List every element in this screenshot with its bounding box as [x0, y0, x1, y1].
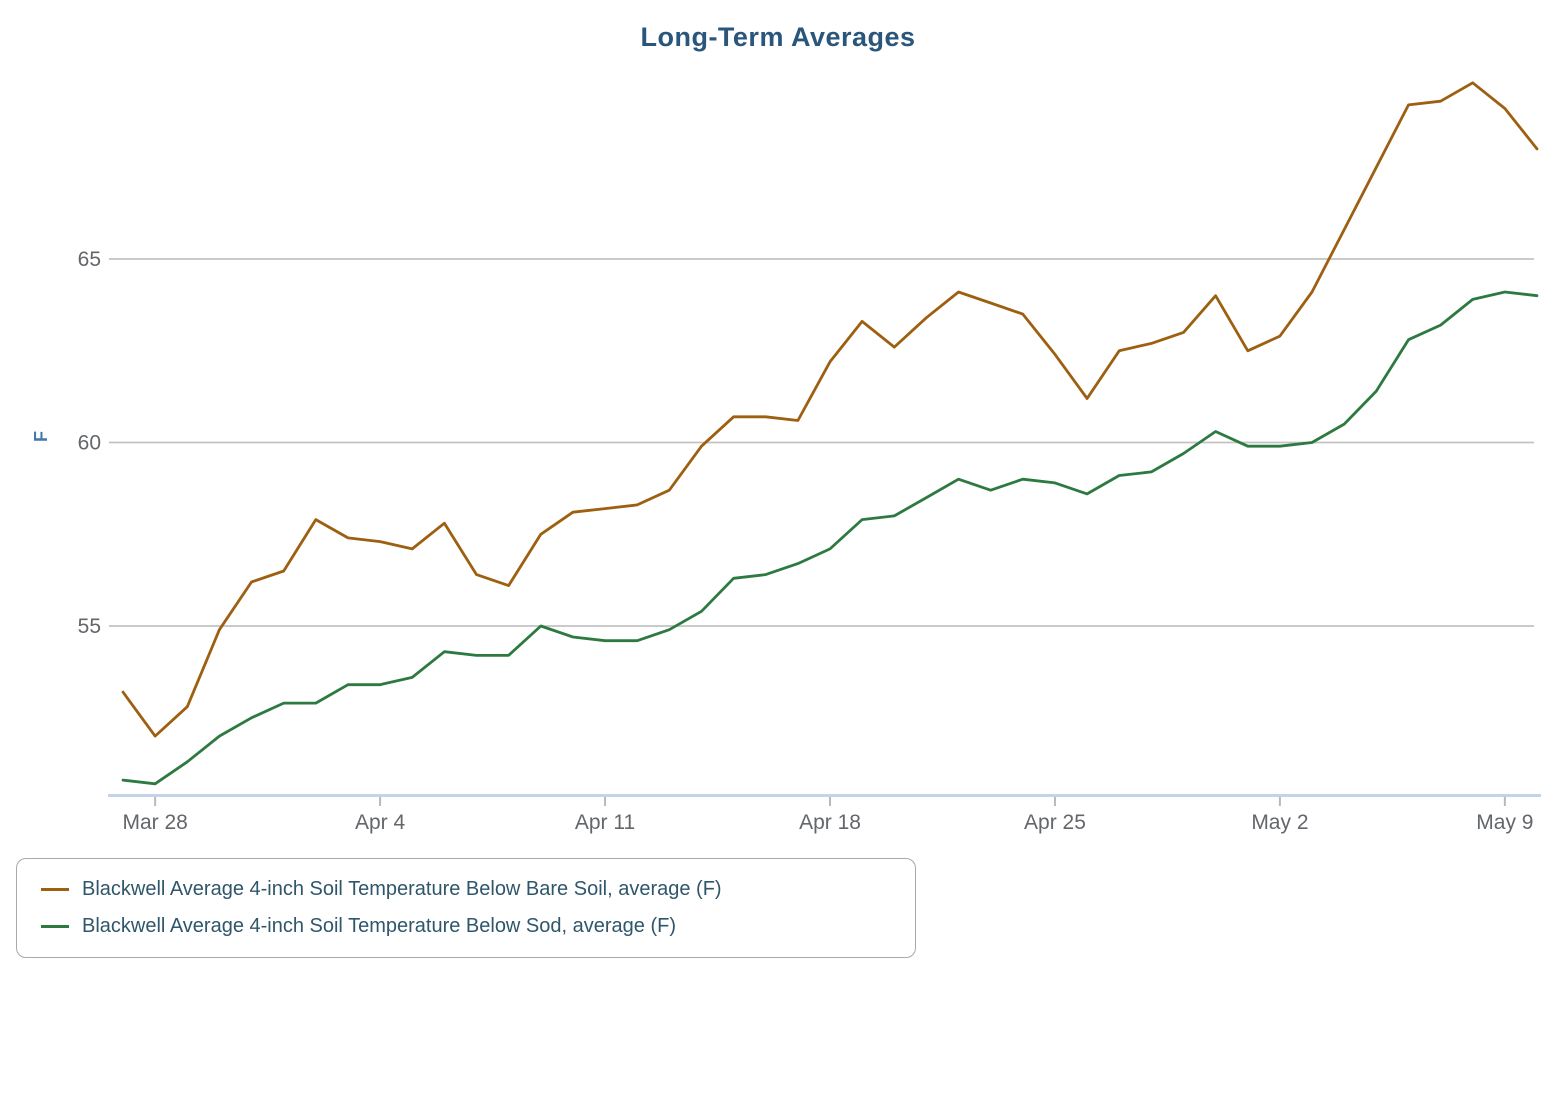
- x-tick-label: Apr 25: [1024, 811, 1086, 834]
- series-line-sod: [121, 290, 1539, 786]
- x-tick-label: May 9: [1476, 811, 1533, 834]
- x-tick-label: Apr 18: [799, 811, 861, 834]
- legend-label-bare-soil: Blackwell Average 4-inch Soil Temperatur…: [82, 878, 722, 900]
- legend-item-sod[interactable]: Blackwell Average 4-inch Soil Temperatur…: [41, 908, 891, 945]
- x-tick-label: May 2: [1251, 811, 1308, 834]
- y-tick-label: 55: [78, 615, 101, 638]
- bare-soil-line-swatch: [41, 888, 69, 891]
- x-tick-label: Apr 11: [575, 811, 635, 834]
- series-line-bare-soil: [121, 81, 1539, 738]
- chart-plot: 55 60 65 Mar 28 Apr 4 Apr 11 Apr 18 Apr 25 May 2…: [78, 81, 1541, 834]
- legend-item-bare-soil[interactable]: Blackwell Average 4-inch Soil Temperatur…: [41, 871, 891, 908]
- legend-label-sod: Blackwell Average 4-inch Soil Temperatur…: [82, 915, 677, 937]
- x-tick-label: Apr 4: [355, 811, 406, 834]
- y-tick-label: 65: [78, 248, 101, 271]
- chart-title: Long-Term Averages: [640, 22, 916, 52]
- sod-line-swatch: [41, 925, 69, 928]
- x-tick-label: Mar 28: [122, 811, 187, 834]
- y-tick-label: 60: [78, 432, 101, 455]
- chart-legend: Blackwell Average 4-inch Soil Temperatur…: [16, 858, 916, 958]
